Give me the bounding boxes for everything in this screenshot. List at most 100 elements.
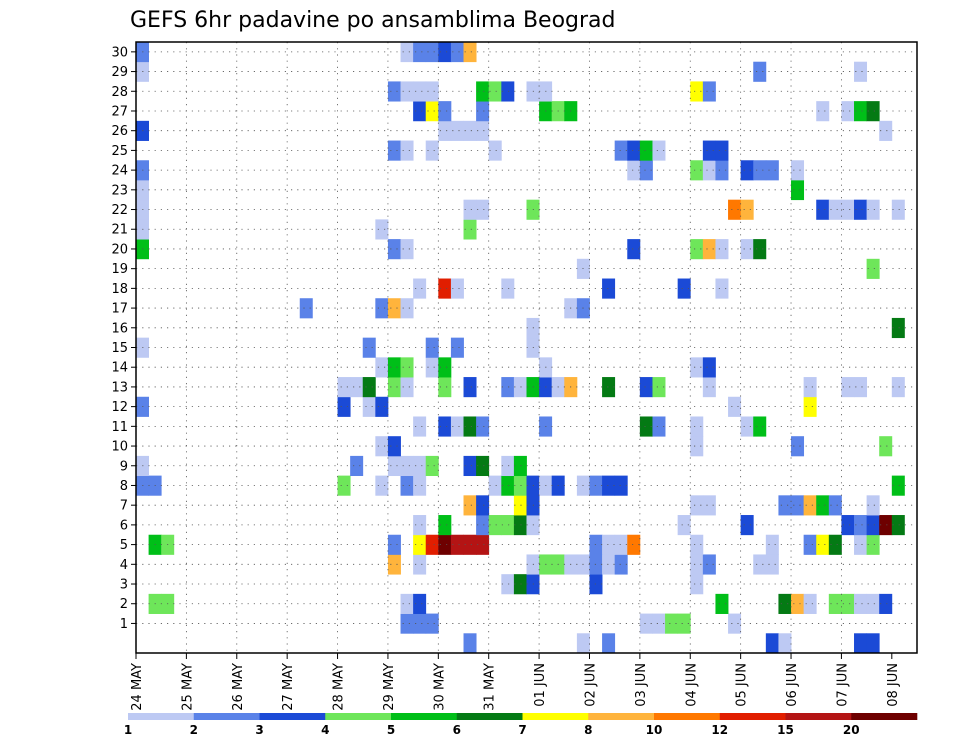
cell-member-13-step-21 bbox=[400, 377, 414, 398]
cell-member-14-step-44 bbox=[690, 357, 704, 378]
y-tick-label-12: 12 bbox=[111, 400, 128, 415]
x-tick-label-3: 27 MAY bbox=[281, 663, 296, 711]
cell-member-25-step-39 bbox=[627, 140, 641, 161]
cell-member-27-step-58 bbox=[866, 101, 880, 122]
cell-member-2-step-58 bbox=[866, 593, 880, 614]
y-tick-label-17: 17 bbox=[111, 302, 128, 317]
y-tick-label-2: 2 bbox=[120, 597, 128, 612]
cell-member-28-step-23 bbox=[425, 81, 439, 102]
cell-member-1-step-40 bbox=[639, 613, 653, 634]
y-tick-label-29: 29 bbox=[111, 65, 128, 80]
y-tick-label-3: 3 bbox=[120, 578, 128, 593]
cell-member-2-step-21 bbox=[400, 593, 414, 614]
cell-member-9-step-29 bbox=[501, 455, 515, 477]
cell-member-26-step-24 bbox=[438, 120, 452, 141]
cell-member-26-step-26 bbox=[463, 120, 477, 141]
cell-member-28-step-45 bbox=[702, 81, 716, 102]
cell-member-4-step-22 bbox=[413, 554, 427, 575]
cell-member-0-step-51 bbox=[778, 633, 792, 654]
cell-member-19-step-58 bbox=[866, 258, 880, 279]
cell-member-18-step-24 bbox=[438, 278, 452, 299]
cell-member-7-step-51 bbox=[778, 495, 792, 516]
cell-member-30-step-21 bbox=[400, 42, 414, 63]
cell-member-21-step-26 bbox=[463, 219, 477, 240]
cell-member-5-step-39 bbox=[627, 534, 641, 555]
cell-member-20-step-39 bbox=[627, 239, 641, 260]
cell-member-7-step-53 bbox=[803, 495, 817, 516]
cell-member-13-step-56 bbox=[841, 377, 855, 398]
cell-member-13-step-53 bbox=[803, 377, 817, 398]
cell-member-5-step-25 bbox=[450, 534, 464, 555]
cell-member-18-step-46 bbox=[715, 278, 729, 299]
cell-member-2-step-56 bbox=[841, 593, 855, 614]
cell-member-9-step-27 bbox=[476, 455, 490, 477]
cell-member-5-step-24 bbox=[438, 534, 452, 555]
cell-member-11-step-49 bbox=[753, 416, 767, 437]
colorbar-label-6: 6 bbox=[453, 723, 461, 737]
cell-member-9-step-20 bbox=[387, 455, 401, 477]
cell-member-27-step-23 bbox=[425, 101, 439, 122]
colorbar-swatch-5 bbox=[391, 713, 458, 720]
x-tick-label-14: 07 JUN bbox=[835, 663, 850, 707]
cell-member-11-step-40 bbox=[639, 416, 653, 437]
cell-member-11-step-27 bbox=[476, 416, 490, 437]
y-tick-label-19: 19 bbox=[111, 262, 128, 277]
colorbar-swatch-2 bbox=[193, 713, 260, 720]
cell-member-18-step-37 bbox=[602, 278, 616, 299]
x-tick-label-12: 05 JUN bbox=[735, 663, 750, 707]
cell-member-2-step-59 bbox=[879, 593, 893, 614]
y-tick-label-21: 21 bbox=[111, 223, 128, 238]
cell-member-13-step-37 bbox=[602, 377, 616, 398]
cell-member-14-step-24 bbox=[438, 357, 452, 378]
cell-member-6-step-22 bbox=[413, 515, 427, 536]
cell-member-17-step-13 bbox=[299, 298, 313, 319]
cell-member-30-step-26 bbox=[463, 42, 477, 63]
cell-member-11-step-25 bbox=[450, 416, 464, 437]
cell-member-27-step-57 bbox=[854, 101, 868, 122]
cell-member-17-step-21 bbox=[400, 298, 414, 319]
cell-member-14-step-23 bbox=[425, 357, 439, 378]
colorbar-label-2: 2 bbox=[190, 723, 198, 737]
cell-member-13-step-45 bbox=[702, 377, 716, 398]
colorbar-label-5: 5 bbox=[387, 723, 395, 737]
y-tick-label-30: 30 bbox=[111, 45, 128, 60]
y-tick-label-10: 10 bbox=[111, 440, 128, 455]
cell-member-29-step-57 bbox=[854, 61, 868, 82]
cell-member-1-step-43 bbox=[677, 613, 691, 634]
cell-member-26-step-59 bbox=[879, 120, 893, 141]
y-tick-label-5: 5 bbox=[120, 538, 128, 553]
cell-member-20-step-49 bbox=[753, 239, 767, 260]
cell-member-25-step-41 bbox=[652, 140, 666, 161]
cell-member-24-step-50 bbox=[765, 160, 779, 181]
colorbar-label-12: 12 bbox=[711, 723, 728, 737]
y-tick-label-27: 27 bbox=[111, 104, 128, 119]
cell-member-28-step-28 bbox=[488, 81, 502, 102]
cell-member-1-step-42 bbox=[665, 613, 679, 634]
cell-member-11-step-24 bbox=[438, 416, 452, 437]
cell-member-23-step-52 bbox=[791, 179, 805, 201]
cell-member-6-step-28 bbox=[488, 515, 502, 536]
cell-member-7-step-44 bbox=[690, 495, 704, 516]
cell-member-9-step-21 bbox=[400, 455, 414, 477]
cell-member-6-step-43 bbox=[677, 515, 691, 536]
x-tick-label-9: 02 JUN bbox=[583, 663, 598, 707]
cell-member-2-step-53 bbox=[803, 593, 817, 614]
cell-member-6-step-27 bbox=[476, 515, 490, 536]
cell-member-5-step-27 bbox=[476, 534, 490, 555]
cell-member-22-step-48 bbox=[740, 199, 754, 220]
x-tick-label-7: 31 MAY bbox=[483, 663, 498, 711]
cell-member-13-step-29 bbox=[501, 377, 515, 398]
colorbar-label-20: 20 bbox=[843, 723, 860, 737]
colorbar-label-10: 10 bbox=[646, 723, 663, 737]
cell-member-24-step-52 bbox=[791, 160, 805, 181]
cell-member-12-step-47 bbox=[728, 396, 742, 417]
cell-member-5-step-20 bbox=[387, 534, 401, 555]
cell-member-5-step-38 bbox=[614, 534, 628, 555]
cell-member-7-step-54 bbox=[816, 495, 830, 516]
cell-member-8-step-29 bbox=[501, 475, 515, 496]
colorbar-swatch-4 bbox=[325, 713, 392, 720]
colorbar-swatch-9 bbox=[654, 713, 721, 720]
cell-member-10-step-44 bbox=[690, 436, 704, 457]
cell-member-13-step-60 bbox=[891, 377, 905, 398]
cell-member-0-step-58 bbox=[866, 633, 880, 654]
